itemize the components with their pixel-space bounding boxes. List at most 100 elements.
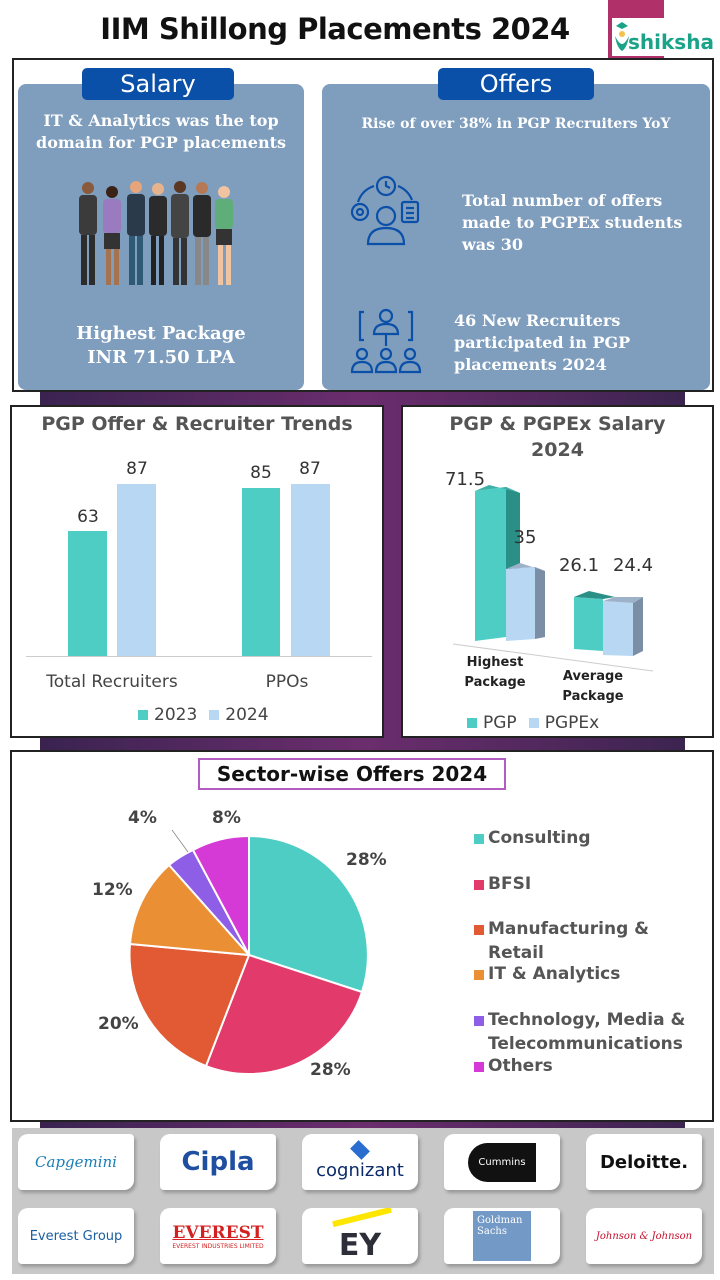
logo-text: Capgemini — [35, 1153, 117, 1171]
legend-swatch — [474, 880, 484, 890]
salary-chart-title-year: 2024 — [531, 439, 584, 461]
team-hierarchy-icon — [350, 308, 422, 374]
salary-headline: IT & Analytics was the top domain for PG… — [36, 111, 286, 152]
legend-label: PGP — [483, 713, 517, 733]
bar-recruiters-2024 — [117, 484, 156, 656]
summary-panel: IT & Analytics was the top domain for PG… — [12, 58, 714, 392]
value-label: 26.1 — [558, 555, 600, 576]
professionals-illustration-icon — [79, 181, 233, 285]
slice-manufacturing — [128, 942, 251, 1068]
page-title: IIM Shillong Placements 2024 — [100, 12, 570, 46]
slice-consulting — [248, 834, 369, 994]
legend-label: BFSI — [488, 874, 532, 894]
logo-subtext: EVEREST INDUSTRIES LIMITED — [172, 1242, 264, 1250]
pct-label: 28% — [346, 850, 387, 870]
legend-label: IT & Analytics — [488, 964, 621, 984]
sector-chart-panel: Sector-wise Offers 2024 28% 28% 20% 12% … — [10, 750, 714, 1122]
legend-swatch — [474, 970, 484, 980]
person-gear-clipboard-icon — [350, 175, 420, 246]
offers-item-pgpex: Total number of offers made to PGPEx stu… — [462, 191, 683, 254]
salary-chart-panel: PGP & PGPEx Salary 2024 71.5 35 26.1 24.… — [401, 405, 714, 738]
logo-ey: EY — [302, 1208, 418, 1264]
slice-bfsi — [204, 953, 364, 1076]
cognizant-mark-icon — [350, 1139, 370, 1160]
value-label: 87 — [299, 459, 321, 479]
bar-ppos-2023 — [242, 488, 280, 656]
bar-recruiters-2023 — [68, 531, 107, 656]
logo-text: Deloitte. — [599, 1151, 689, 1173]
category-label: Package — [464, 675, 526, 690]
sector-chart-title: Sector-wise Offers 2024 — [198, 758, 506, 790]
pct-label: 12% — [92, 880, 133, 900]
legend-label: Technology, Media & Telecommunications — [488, 1010, 686, 1054]
pct-label: 8% — [212, 808, 241, 828]
logo-everest-group: Everest Group — [18, 1208, 134, 1264]
legend-swatch — [474, 834, 484, 844]
legend-swatch-2024 — [209, 710, 220, 720]
legend-item-manufacturing: Manufacturing & Retail — [474, 917, 704, 965]
legend-item-consulting: Consulting — [474, 826, 704, 850]
salary-tab: Salary — [82, 68, 234, 100]
salary-chart-title: PGP & PGPEx Salary — [449, 413, 666, 435]
value-label: 87 — [126, 459, 148, 479]
logo-text: EY — [338, 1227, 382, 1263]
logo-text: Cummins — [468, 1142, 536, 1182]
pct-label: 28% — [310, 1060, 351, 1080]
bar-ppos-2024 — [291, 484, 330, 656]
recruiter-logos-strip: Capgemini Cipla cognizant Cummins Deloit… — [12, 1128, 714, 1274]
value-label: 24.4 — [612, 555, 654, 576]
shiksha-logo-text: shiksha — [628, 30, 714, 54]
logo-text: Johnson & Johnson — [595, 1230, 693, 1242]
x-axis — [26, 656, 372, 657]
offers-headline: Rise of over 38% in PGP Recruiters YoY — [361, 116, 671, 132]
salary-3d-bars — [452, 485, 654, 672]
offers-tab: Offers — [438, 68, 594, 100]
legend-label: 2024 — [225, 705, 269, 725]
pct-label: 20% — [98, 1014, 139, 1034]
value-label: 71.5 — [444, 469, 486, 490]
legend-label: PGPEx — [544, 713, 600, 733]
logo-johnson-johnson: Johnson & Johnson — [586, 1208, 702, 1264]
highest-package-label: Highest Package — [76, 323, 246, 344]
legend-swatch — [474, 1062, 484, 1072]
legend-label: Consulting — [488, 828, 591, 848]
logo-text: cognizant — [316, 1159, 404, 1181]
logo-cipla: Cipla — [160, 1134, 276, 1190]
category-label: PPOs — [265, 672, 309, 692]
legend-label: Manufacturing & Retail — [488, 919, 649, 963]
shiksha-logo-bg — [612, 18, 720, 56]
category-label: Highest — [466, 655, 524, 670]
logo-cognizant: cognizant — [302, 1134, 418, 1190]
logo-text: Everest Group — [29, 1228, 123, 1244]
logo-cummins: Cummins — [444, 1134, 560, 1190]
legend-label: 2023 — [154, 705, 198, 725]
legend-swatch-pgpex — [528, 718, 539, 728]
trends-chart-title: PGP Offer & Recruiter Trends — [41, 413, 353, 435]
legend-swatch-2023 — [138, 710, 148, 720]
salary-card: IT & Analytics was the top domain for PG… — [18, 84, 304, 390]
offers-item-new-recruiters: 46 New Recruiters participated in PGP pl… — [454, 311, 631, 374]
sector-pie-chart — [128, 829, 369, 1076]
trends-legend: 2023 2024 — [138, 705, 269, 725]
logo-deloitte: Deloitte. — [586, 1134, 702, 1190]
logo-capgemini: Capgemini — [18, 1134, 134, 1190]
category-label: Average — [562, 669, 624, 684]
pct-label: 4% — [128, 808, 157, 828]
shiksha-logo-icon — [615, 22, 629, 51]
slice-it-analytics — [128, 863, 252, 957]
category-label: Total Recruiters — [46, 672, 178, 692]
highest-package-value: INR 71.50 LPA — [87, 347, 235, 368]
slice-others — [191, 834, 250, 956]
legend-item-bfsi: BFSI — [474, 872, 704, 896]
logo-goldman-sachs: Goldman Sachs — [444, 1208, 560, 1264]
salary-legend: PGP PGPEx — [467, 713, 599, 733]
category-label: Package — [562, 689, 624, 704]
legend-swatch — [474, 1016, 484, 1026]
value-label: 85 — [250, 463, 272, 483]
legend-label: Others — [488, 1056, 553, 1076]
legend-item-tmt: Technology, Media & Telecommunications — [474, 1008, 704, 1056]
logo-text: Goldman Sachs — [473, 1211, 531, 1261]
value-label: 63 — [77, 507, 99, 527]
ey-beam-icon — [332, 1208, 392, 1228]
value-label: 35 — [513, 527, 537, 548]
